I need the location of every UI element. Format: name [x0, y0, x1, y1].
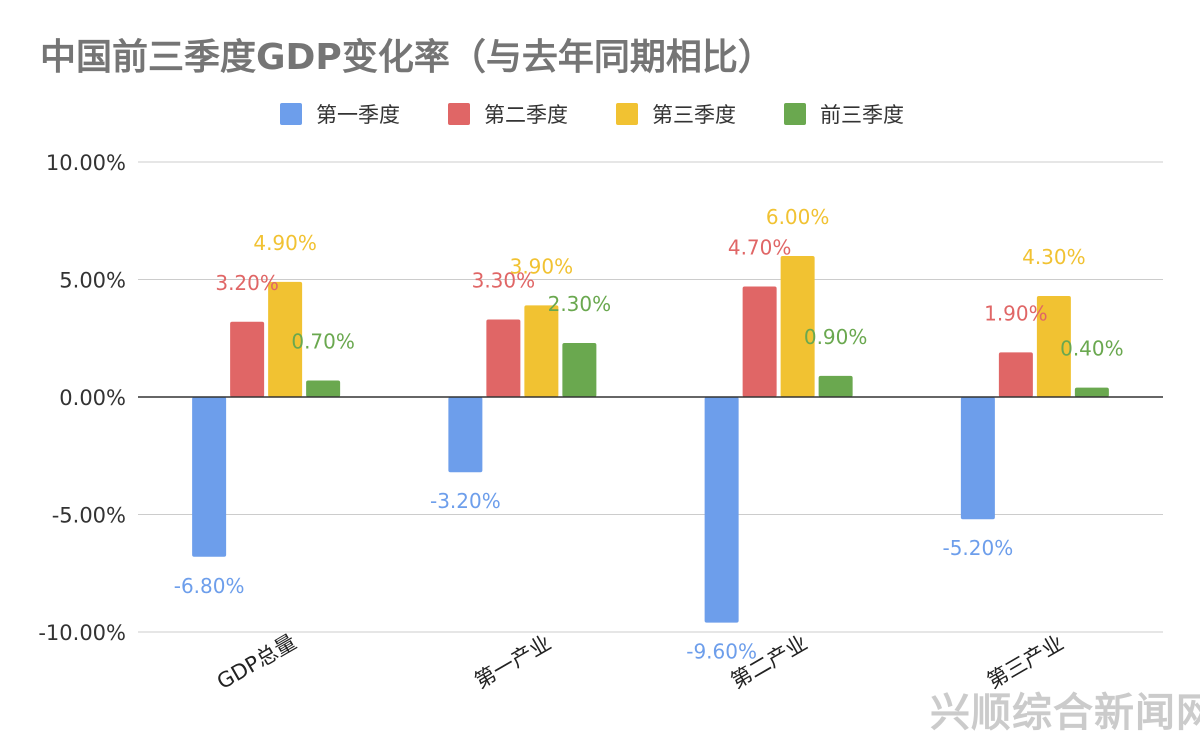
bar[interactable] [704, 397, 739, 623]
legend-item-q2[interactable]: 第二季度 [448, 96, 568, 132]
bar[interactable] [230, 321, 265, 397]
data-label: 3.20% [215, 271, 279, 295]
data-label: 3.90% [510, 254, 574, 278]
data-labels: -6.80% 3.20% 4.90% 0.70% -3.20% 3.30%3.90% 2.3… [174, 205, 1124, 664]
legend-label-q3: 第三季度 [652, 103, 736, 127]
legend: 第一季度 第二季度 第三季度 前三季度 [0, 96, 1200, 132]
x-tick-label: 第一产业 [471, 631, 556, 694]
bars [192, 256, 1109, 623]
y-axis-ticks: 10.00% 5.00% 0.00% -5.00% -10.00% [38, 151, 126, 645]
legend-item-q3[interactable]: 第三季度 [616, 96, 736, 132]
bar[interactable] [1074, 387, 1109, 397]
bar[interactable] [742, 286, 777, 397]
legend-swatch-q1 [280, 103, 302, 125]
bar[interactable] [818, 375, 853, 397]
data-label: 4.70% [728, 236, 792, 260]
bar[interactable] [192, 397, 227, 557]
legend-label-q1: 第一季度 [316, 103, 400, 127]
legend-item-q123[interactable]: 前三季度 [784, 96, 904, 132]
legend-swatch-q3 [616, 103, 638, 125]
y-tick-label: 10.00% [46, 151, 126, 175]
legend-label-q123: 前三季度 [820, 103, 904, 127]
bar[interactable] [306, 380, 341, 397]
bar[interactable] [1036, 295, 1071, 397]
bar[interactable] [486, 319, 521, 397]
legend-swatch-q123 [784, 103, 806, 125]
y-tick-label: -5.00% [52, 504, 126, 528]
bar[interactable] [562, 342, 597, 397]
data-label: 4.90% [253, 231, 317, 255]
data-label: 3.30% [472, 268, 536, 292]
legend-label-q2: 第二季度 [484, 103, 568, 127]
data-label: 1.90% [984, 301, 1048, 325]
y-tick-label: 5.00% [59, 269, 126, 293]
bar[interactable] [998, 352, 1033, 397]
bar[interactable] [448, 397, 483, 473]
bar[interactable] [960, 397, 995, 520]
bar[interactable] [524, 305, 559, 397]
x-tick-label: GDP总量 [213, 630, 300, 694]
data-label: 0.90% [804, 325, 868, 349]
legend-swatch-q2 [448, 103, 470, 125]
bar[interactable] [780, 256, 815, 397]
chart-title: 中国前三季度GDP变化率（与去年同期相比） [40, 37, 774, 78]
bar[interactable] [268, 281, 303, 397]
watermark: 兴顺综合新闻网 [930, 690, 1200, 736]
data-label: 4.30% [1022, 245, 1086, 269]
data-label: -6.80% [174, 574, 245, 598]
y-tick-label: 0.00% [59, 386, 126, 410]
data-label: 0.40% [1060, 337, 1124, 361]
data-label: 2.30% [548, 292, 612, 316]
y-tick-label: -10.00% [38, 621, 126, 645]
data-label: 6.00% [766, 205, 830, 229]
legend-item-q1[interactable]: 第一季度 [280, 96, 400, 132]
data-label: 0.70% [291, 330, 355, 354]
data-label: -9.60% [686, 640, 757, 664]
data-label: -3.20% [430, 489, 501, 513]
data-label: -5.20% [942, 536, 1013, 560]
